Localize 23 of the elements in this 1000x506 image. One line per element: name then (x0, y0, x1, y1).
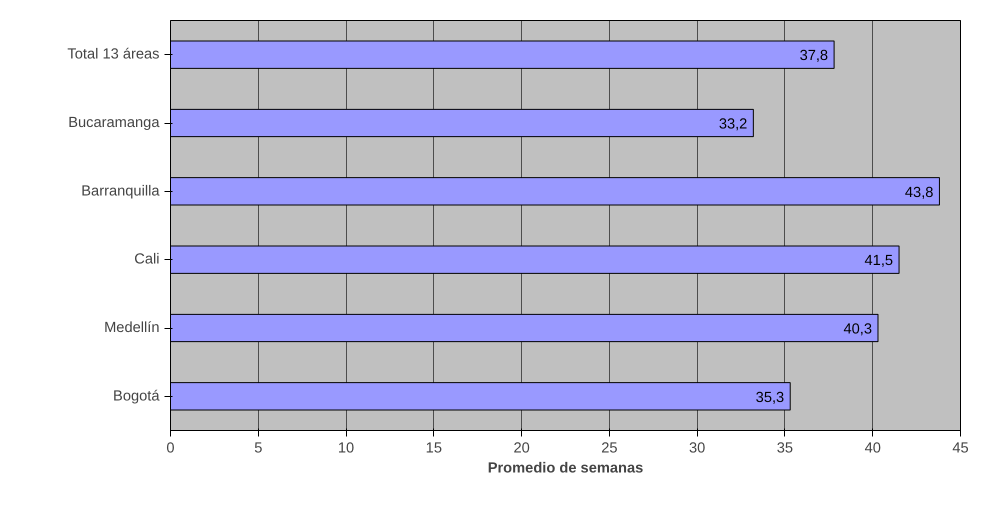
y-tick-label: Bogotá (113, 388, 160, 404)
x-tick-label: 25 (601, 440, 618, 456)
data-label: 43,8 (904, 184, 934, 201)
data-label: 35,3 (756, 390, 784, 406)
y-tick-label: Cali (134, 252, 160, 268)
x-tick-label: 45 (952, 440, 969, 456)
y-tick-label: Barranquilla (81, 183, 160, 200)
data-label: 33,2 (718, 116, 748, 132)
data-label: 40,3 (843, 322, 872, 338)
y-tick-label: Total 13 áreas (67, 46, 160, 63)
x-axis-title: Promedio de semanas (488, 460, 644, 476)
x-tick-label: 30 (689, 440, 706, 456)
y-tick-label: Bucaramanga (68, 115, 160, 131)
data-label: 41,5 (864, 253, 894, 270)
y-tick-label: Medellín (104, 320, 160, 336)
x-tick-label: 35 (776, 440, 794, 456)
data-label: 37,8 (800, 48, 828, 64)
x-tick-label: 0 (166, 440, 175, 456)
x-tick-label: 40 (864, 440, 881, 456)
x-tick-label: 15 (426, 440, 442, 456)
x-tick-label: 10 (338, 440, 354, 456)
x-tick-label: 20 (513, 440, 530, 456)
x-tick-label: 5 (254, 440, 262, 456)
